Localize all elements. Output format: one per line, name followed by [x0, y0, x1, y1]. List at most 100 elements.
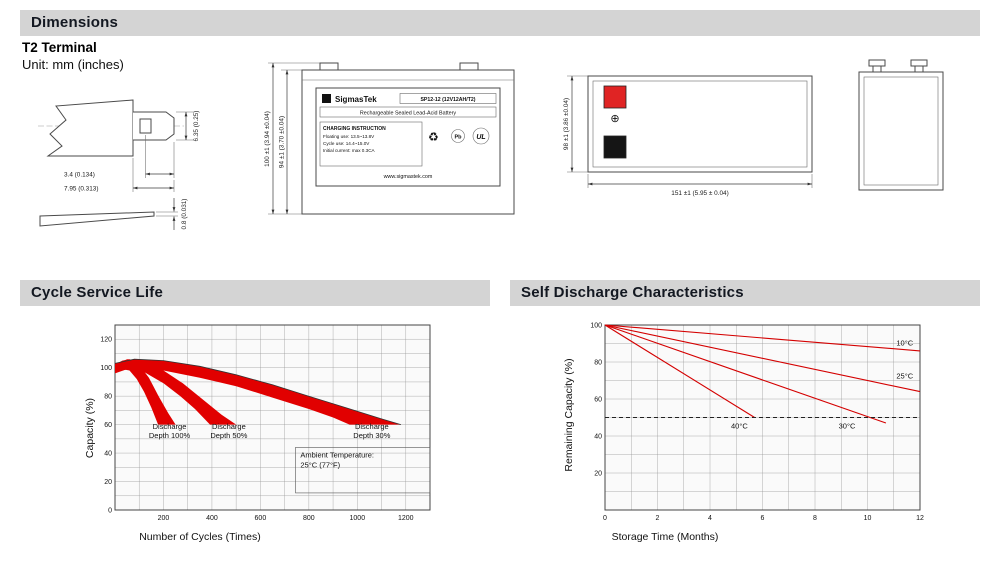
battery-side-view-drawing: 98 ±1 (3.86 ±0.04) ⊕ 151 ±1 (5.95 ± 0.04…	[563, 75, 813, 197]
left-terminal-tab	[319, 62, 339, 71]
series-temp-10c	[604, 324, 921, 352]
self-discharge-title: Self Discharge Characteristics	[521, 284, 744, 301]
band-discharge-depth-100	[115, 359, 176, 425]
band-outline-curve	[114, 358, 402, 425]
terminal-hole	[139, 118, 152, 134]
chart-annotation: Discharge	[153, 422, 187, 431]
blade-thickness-profile	[39, 211, 155, 227]
battery-corner-outline	[46, 99, 134, 157]
band-discharge-depth-50	[115, 359, 237, 425]
unit-note: Unit: mm (inches)	[22, 57, 124, 72]
plus-symbol: ⊕	[610, 113, 619, 125]
self-discharge-banner: Self Discharge Characteristics	[510, 280, 980, 306]
ambient-temperature-note: Ambient Temperature:	[300, 450, 374, 459]
chart-annotation: Depth 50%	[210, 431, 247, 440]
y-tick-label: 40	[594, 434, 602, 441]
brand-logo-mark	[322, 94, 331, 103]
dimensions-section-title: Dimensions	[31, 14, 119, 31]
terminal-type-label: T2 Terminal	[22, 40, 97, 55]
model-number: SP12-12 (12V12AH/T2)	[420, 97, 475, 103]
y-tick-label: 100	[100, 365, 112, 372]
battery-side-inner-border	[592, 80, 808, 168]
model-box	[399, 93, 497, 104]
end-inner-border	[863, 76, 939, 186]
y-tick-label: 60	[104, 422, 112, 429]
charging-line-1: Floating use: 13.5~13.8V	[323, 134, 375, 139]
x-tick-label: 200	[158, 515, 170, 522]
cycle-service-life-banner: Cycle Service Life	[20, 280, 490, 306]
chart-annotation: Depth 100%	[149, 431, 191, 440]
end-right-tab-stem	[914, 65, 924, 73]
y-tick-label: 20	[594, 471, 602, 478]
discharge-chart-x-axis-label: Storage Time (Months)	[612, 531, 719, 543]
chart-annotation: Depth 30%	[353, 431, 390, 440]
dim-hole-offset-text: 3.4 (0.134)	[64, 172, 95, 179]
pb-icon-circle	[451, 129, 465, 143]
y-tick-label: 120	[100, 337, 112, 344]
cycle-chart-y-axis-label: Capacity (%)	[84, 398, 96, 458]
annotation-box	[295, 447, 431, 494]
brand-name: SigmasTek	[335, 95, 377, 104]
dim-blade-thickness-text: 0.8 (0.031)	[181, 199, 188, 230]
chart-annotation: 40°C	[731, 422, 748, 431]
dim-side-length-text: 151 ±1 (5.95 ± 0.04)	[671, 190, 728, 197]
self-discharge-chart: Remaining Capacity (%) Storage Time (Mon…	[563, 323, 924, 544]
battery-type-text: Rechargeable Sealed Lead-Acid Battery	[360, 111, 456, 117]
x-tick-label: 4	[708, 515, 712, 522]
chart-annotation: 10°C	[896, 338, 913, 347]
end-left-tab-cap	[868, 59, 886, 67]
y-tick-label: 100	[590, 323, 602, 330]
dim-case-height-text: 94 ±1 (3.70 ±0.04)	[279, 116, 286, 168]
discharge-chart-y-axis-label: Remaining Capacity (%)	[563, 358, 575, 471]
charging-instruction-title: CHARGING INSTRUCTION	[323, 126, 386, 132]
x-tick-label: 800	[303, 515, 315, 522]
plot-border	[114, 324, 431, 511]
battery-front-view-drawing: 100 ±1 (3.94 ±0.04) 94 ±1 (3.70 ±0.04) S…	[264, 62, 515, 215]
x-tick-label: 12	[916, 515, 924, 522]
y-tick-label: 60	[594, 397, 602, 404]
x-tick-label: 1200	[398, 515, 414, 522]
x-tick-label: 2	[656, 515, 660, 522]
x-tick-label: 1000	[350, 515, 366, 522]
series-temp-30c	[604, 324, 887, 424]
charging-line-3: Initial current: max 0.3CA	[323, 148, 376, 153]
y-tick-label: 80	[104, 394, 112, 401]
series-temp-40c	[604, 324, 755, 418]
y-tick-label: 40	[104, 451, 112, 458]
end-left-tab-stem	[872, 65, 882, 73]
x-tick-label: 8	[813, 515, 817, 522]
battery-end-view-drawing	[858, 59, 944, 191]
charging-instruction-box	[319, 121, 423, 167]
chart-annotation: Discharge	[212, 422, 246, 431]
chart-annotation: 25°C	[896, 372, 913, 381]
x-tick-label: 0	[603, 515, 607, 522]
discharge-chart-plot-area: 0 2 4 6 8 10 12 20 40 60 80 100 10°C 25°C 30°C 40°C	[590, 323, 924, 523]
charging-line-2: Cycle use: 14.4~15.0V	[323, 141, 370, 146]
cycle-service-life-chart: Capacity (%) Number of Cycles (Times) 20…	[84, 324, 431, 543]
cycle-service-life-title: Cycle Service Life	[31, 284, 164, 301]
subtitle-strip	[319, 106, 497, 118]
ul-icon: UL	[476, 134, 485, 141]
series-temp-25c	[604, 324, 921, 393]
y-tick-label: 0	[108, 508, 112, 515]
website-text: www.sigmastek.com	[383, 174, 433, 180]
cycle-chart-x-axis-label: Number of Cycles (Times)	[139, 531, 261, 543]
y-tick-label: 80	[594, 360, 602, 367]
chart-annotation: Discharge	[355, 422, 389, 431]
x-tick-label: 600	[255, 515, 267, 522]
y-tick-label: 20	[104, 479, 112, 486]
dim-blade-length-text: 7.95 (0.313)	[64, 186, 98, 193]
terminal-subheading: T2 Terminal Unit: mm (inches)	[22, 40, 124, 72]
band-discharge-depth-30	[115, 359, 401, 425]
x-tick-label: 6	[761, 515, 765, 522]
ul-icon-circle	[472, 127, 490, 145]
right-terminal-tab	[459, 62, 479, 71]
negative-terminal	[603, 135, 627, 159]
cycle-chart-plot-area: 200 400 600 800 1000 1200 0 20 40 60 80 100 120 Disch…	[100, 324, 431, 522]
chart-annotation: 30°C	[839, 422, 856, 431]
end-right-tab-cap	[910, 59, 928, 67]
product-label	[315, 87, 501, 187]
recycle-icon: ♻	[428, 130, 439, 144]
dim-total-height-text: 100 ±1 (3.94 ±0.04)	[264, 111, 271, 167]
x-tick-label: 400	[206, 515, 218, 522]
